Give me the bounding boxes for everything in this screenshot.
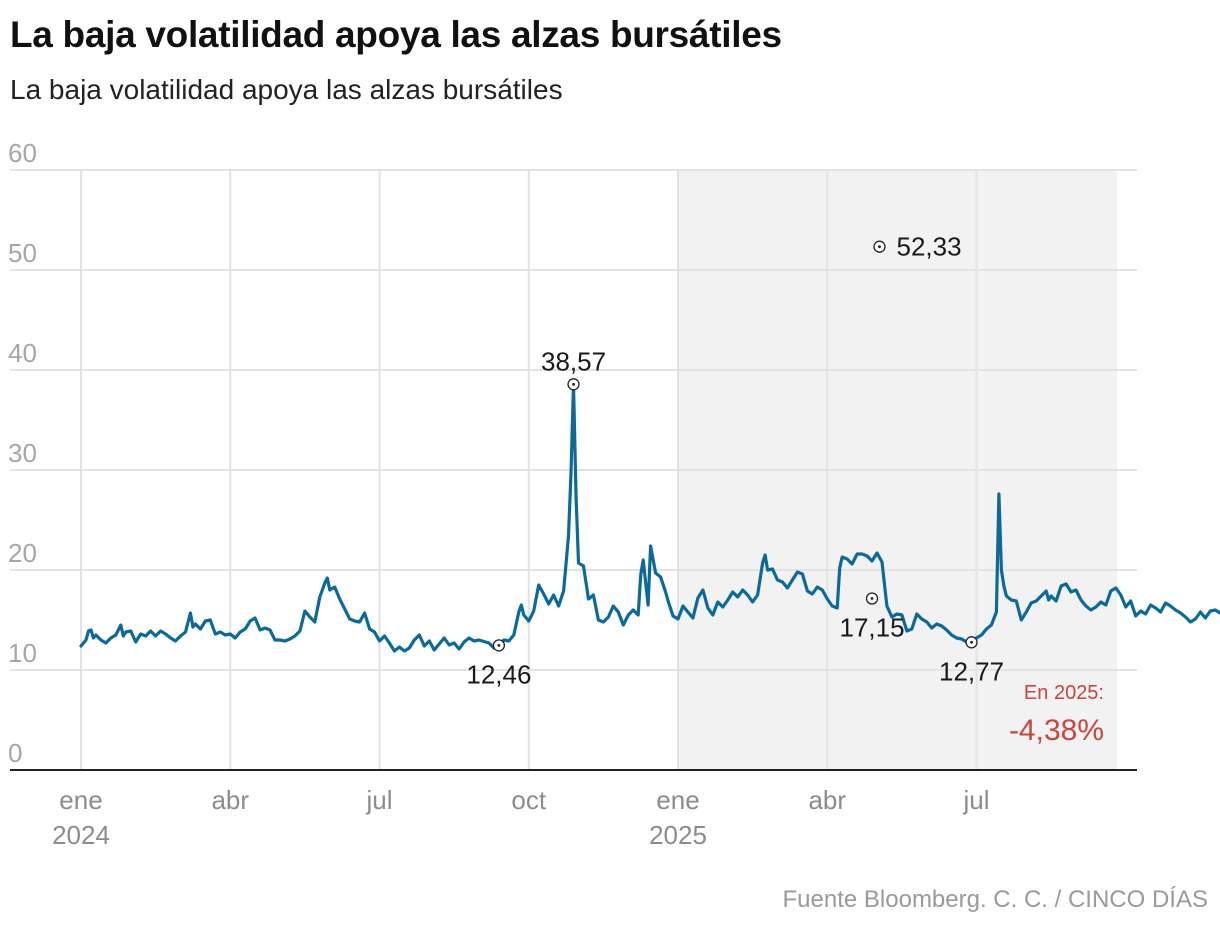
x-tick-label: oct	[511, 785, 546, 815]
annotation-label: 12,46	[466, 659, 531, 689]
y-tick-label: 40	[8, 338, 37, 368]
y-tick-label: 60	[8, 138, 37, 168]
ytd-value: -4,38%	[1009, 714, 1104, 747]
y-axis-ticks: 0 10 20 30 40 50 60	[8, 138, 37, 768]
x-tick-label: abr	[211, 785, 249, 815]
x-tick-label: ene	[59, 785, 102, 815]
annotation-label: 38,57	[541, 346, 606, 376]
horizontal-gridlines	[10, 169, 1137, 671]
chart-subtitle: La baja volatilidad apoya las alzas burs…	[10, 74, 563, 105]
y-tick-label: 20	[8, 538, 37, 568]
y-tick-label: 0	[8, 738, 22, 768]
x-axis-ticks: ene 2024 abr jul oct ene 2025 abr jul	[52, 785, 989, 850]
annotation-label: 12,77	[939, 656, 1004, 686]
source-note: Fuente Bloomberg. C. C. / CINCO DÍAS	[782, 886, 1208, 913]
ytd-label: En 2025:	[1024, 682, 1104, 704]
y-tick-label: 50	[8, 238, 37, 268]
annotation-marker-dot	[970, 640, 973, 644]
annotation-marker-dot	[497, 644, 501, 647]
y-tick-label: 30	[8, 438, 37, 468]
annotation-label: 52,33	[896, 232, 961, 262]
x-tick-label: jul	[365, 785, 392, 815]
annotation-marker-dot	[870, 597, 874, 600]
annotation-marker-dot	[878, 245, 881, 249]
x-tick-label: ene	[656, 785, 699, 815]
annotation-marker-dot	[572, 382, 575, 386]
y-tick-label: 10	[8, 638, 37, 668]
x-tick-label: abr	[808, 785, 846, 815]
vix-series-line	[79, 382, 1220, 653]
x-tick-label: jul	[962, 785, 989, 815]
chart-title: La baja volatilidad apoya las alzas burs…	[10, 14, 782, 55]
x-tick-year: 2024	[52, 820, 110, 850]
x-tick-year: 2025	[649, 820, 707, 850]
annotation-label: 17,15	[839, 613, 904, 643]
